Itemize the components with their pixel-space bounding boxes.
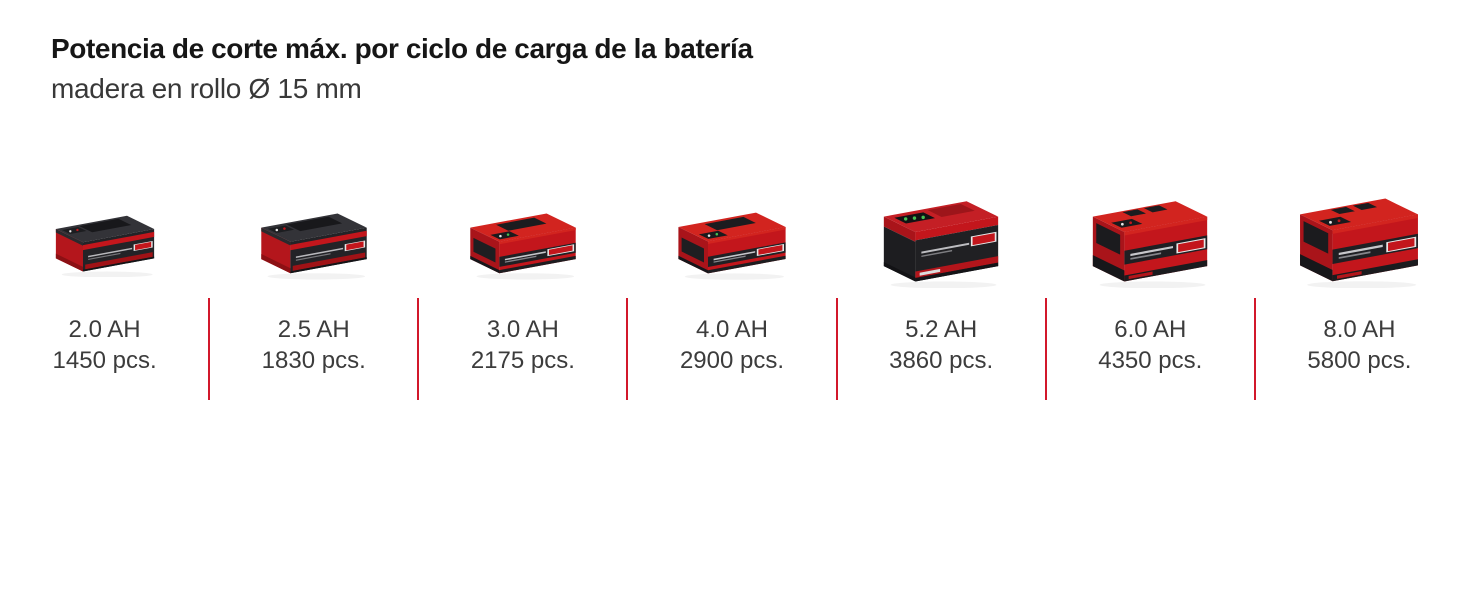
battery-capacity-label: 5.2 AH	[905, 316, 978, 343]
page-subtitle: madera en rollo Ø 15 mm	[51, 73, 362, 104]
battery-illustration	[1300, 198, 1419, 288]
battery-column: 2.0 AH 1450 pcs.	[0, 168, 209, 376]
battery-pieces-label: 2175 pcs.	[470, 347, 575, 374]
battery-5-2ah-image	[837, 168, 1046, 290]
battery-column: 5.2 AH 3860 pcs.	[837, 168, 1046, 376]
battery-label: 3.0 AH 2175 pcs.	[471, 314, 575, 376]
battery-pieces-label: 1450 pcs.	[52, 347, 157, 374]
battery-capacity-label: 8.0 AH	[1323, 316, 1396, 343]
battery-column: 4.0 AH 2900 pcs.	[627, 168, 836, 376]
battery-4-0ah-image	[627, 168, 836, 290]
battery-label: 8.0 AH 5800 pcs.	[1307, 314, 1411, 376]
battery-illustration	[678, 212, 786, 280]
battery-capacity-label: 2.0 AH	[68, 316, 141, 343]
battery-illustration	[883, 200, 999, 288]
battery-illustration	[260, 213, 367, 280]
battery-pieces-label: 3860 pcs.	[889, 347, 994, 374]
battery-label: 2.0 AH 1450 pcs.	[53, 314, 157, 376]
battery-illustration	[470, 213, 576, 280]
battery-column: 3.0 AH 2175 pcs.	[418, 168, 627, 376]
battery-illustration	[1093, 200, 1208, 288]
battery-column: 8.0 AH 5800 pcs.	[1255, 168, 1464, 376]
battery-capacity-comparison: 2.0 AH 1450 pcs. 2.5 AH 1830 pcs. 3.0 AH…	[0, 168, 1464, 400]
page-title: Potencia de corte máx. por ciclo de carg…	[51, 33, 753, 64]
battery-3-0ah-image	[418, 168, 627, 290]
battery-2-0ah-image	[0, 168, 209, 290]
battery-label: 6.0 AH 4350 pcs.	[1098, 314, 1202, 376]
battery-pieces-label: 5800 pcs.	[1307, 347, 1412, 374]
figure-header: Potencia de corte máx. por ciclo de carg…	[51, 28, 753, 109]
battery-capacity-label: 6.0 AH	[1114, 316, 1187, 343]
battery-pieces-label: 2900 pcs.	[679, 347, 785, 374]
battery-capacity-label: 4.0 AH	[695, 316, 769, 343]
battery-pieces-label: 4350 pcs.	[1098, 347, 1203, 374]
battery-6-0ah-image	[1046, 168, 1255, 290]
battery-label: 4.0 AH 2900 pcs.	[680, 314, 784, 376]
battery-2-5ah-image	[209, 168, 418, 290]
battery-pieces-label: 1830 pcs.	[261, 347, 366, 374]
battery-column: 2.5 AH 1830 pcs.	[209, 168, 418, 376]
battery-8-0ah-image	[1255, 168, 1464, 290]
battery-column: 6.0 AH 4350 pcs.	[1046, 168, 1255, 376]
battery-columns: 2.0 AH 1450 pcs. 2.5 AH 1830 pcs. 3.0 AH…	[0, 168, 1464, 376]
battery-capacity-label: 2.5 AH	[277, 316, 350, 343]
battery-label: 2.5 AH 1830 pcs.	[262, 314, 366, 376]
battery-capacity-label: 3.0 AH	[486, 316, 559, 343]
battery-illustration	[55, 215, 154, 277]
battery-label: 5.2 AH 3860 pcs.	[889, 314, 993, 376]
